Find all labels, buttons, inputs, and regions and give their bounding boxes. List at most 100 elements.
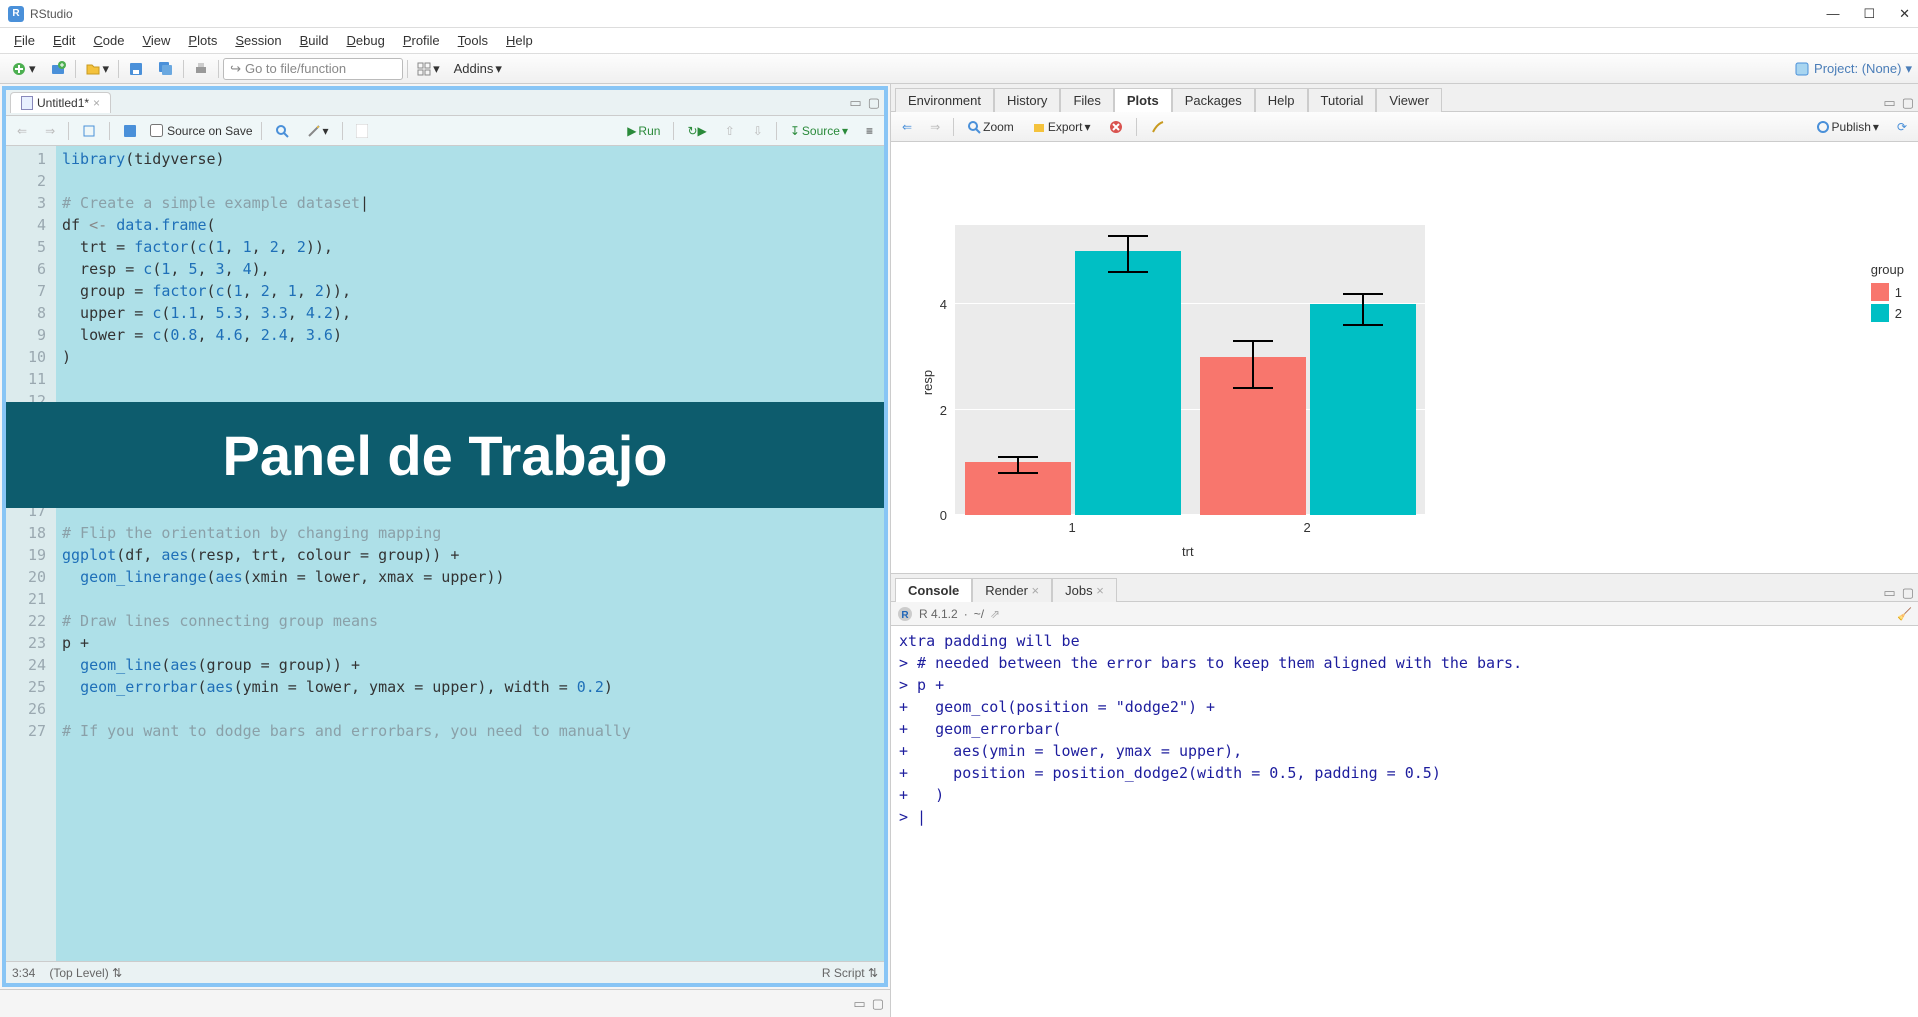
menu-edit[interactable]: Edit [45,31,83,50]
legend-item-1: 1 [1871,283,1904,301]
nav-fwd-button[interactable]: ⇒ [40,121,60,141]
document-icon [21,96,33,110]
pane-maximize-icon[interactable]: ▢ [1902,585,1914,601]
main-area: Panel de Trabajo Untitled1* × ▭ ▢ ⇐ ⇒ [0,84,1918,1017]
goto-file-function-input[interactable]: ↪ Go to file/function [223,58,403,80]
tab-tutorial[interactable]: Tutorial [1308,88,1377,112]
wand-button[interactable]: ▾ [302,121,334,141]
tab-packages[interactable]: Packages [1172,88,1255,112]
remove-plot-button[interactable] [1104,117,1128,137]
r-logo-icon: R [897,606,913,622]
tab-files[interactable]: Files [1060,88,1113,112]
source-button[interactable]: ↧ Source ▾ [785,121,853,141]
save-all-button[interactable] [153,58,179,80]
bar-trt1-group2 [1075,251,1181,515]
run-button[interactable]: ▶ Run [622,121,665,141]
maximize-icon[interactable]: ☐ [1863,6,1875,22]
rerun-button[interactable]: ↻▶ [682,121,711,141]
save-source-button[interactable] [118,121,142,141]
legend: group 12 [1871,262,1904,325]
clear-plots-button[interactable] [1145,117,1169,137]
tab-console[interactable]: Console [895,578,972,602]
new-file-button[interactable]: ▾ [6,58,41,80]
menu-tools[interactable]: Tools [450,31,496,50]
pane-collapse-icon[interactable]: ▭ [1883,585,1895,601]
pane-collapse-icon[interactable]: ▭ [849,95,861,111]
right-column: EnvironmentHistoryFilesPlotsPackagesHelp… [890,84,1918,1017]
close-tab-icon[interactable]: × [93,96,100,110]
console-output[interactable]: xtra padding will be > # needed between … [891,626,1918,1017]
plot-next-button[interactable]: ⇒ [925,117,945,137]
source-statusbar: 3:34 (Top Level) ⇅ R Script ⇅ [6,961,884,983]
report-button[interactable] [351,121,373,141]
menu-profile[interactable]: Profile [395,31,448,50]
pane-collapse-icon[interactable]: ▭ [1883,95,1895,111]
clear-console-icon[interactable]: 🧹 [1897,607,1912,621]
cursor-position: 3:34 [12,966,35,980]
zoom-button[interactable]: Zoom [962,117,1019,137]
tab-render[interactable]: Render × [972,578,1052,602]
svg-text:R: R [901,610,909,621]
left-column: Panel de Trabajo Untitled1* × ▭ ▢ ⇐ ⇒ [0,84,890,1017]
scope-selector[interactable]: (Top Level) ⇅ [49,966,122,980]
source-pane: Panel de Trabajo Untitled1* × ▭ ▢ ⇐ ⇒ [2,86,888,987]
right-bottom-tabs: ConsoleRender ×Jobs × ▭ ▢ [891,574,1918,602]
outline-button[interactable]: ≡ [861,121,878,141]
legend-item-2: 2 [1871,304,1904,322]
menu-plots[interactable]: Plots [180,31,225,50]
show-in-new-window-button[interactable] [77,121,101,141]
source-toolbar: ⇐ ⇒ Source on Save ▾ ▶ Run ↻▶ ⇧ ⇩ [6,116,884,146]
grid-button[interactable]: ▾ [412,58,445,80]
code-editor[interactable]: 1234567891011121314151617181920212223242… [6,146,884,961]
find-button[interactable] [270,121,294,141]
bar-trt2-group2 [1310,304,1416,515]
console-collapse-icon[interactable]: ▭ [853,996,865,1012]
menubar: FileEditCodeViewPlotsSessionBuildDebugPr… [0,28,1918,54]
menu-file[interactable]: File [6,31,43,50]
menu-help[interactable]: Help [498,31,541,50]
console-pane-collapsed: ▭ ▢ [0,989,890,1017]
menu-session[interactable]: Session [227,31,289,50]
addins-button[interactable]: Addins ▾ [449,58,507,80]
publish-button[interactable]: Publish ▾ [1811,117,1884,137]
wd-popout-icon[interactable]: ⇗ [990,607,1000,621]
menu-build[interactable]: Build [292,31,337,50]
code-content[interactable]: library(tidyverse) # Create a simple exa… [56,146,884,961]
pane-maximize-icon[interactable]: ▢ [868,95,880,111]
console-maximize-icon[interactable]: ▢ [872,996,884,1012]
console-info: R R 4.1.2 · ~/ ⇗ 🧹 [891,602,1918,626]
working-dir: ~/ [974,607,984,621]
project-label: Project: (None) [1814,61,1901,76]
plot-prev-button[interactable]: ⇐ [897,117,917,137]
nav-back-button[interactable]: ⇐ [12,121,32,141]
tab-jobs[interactable]: Jobs × [1052,578,1117,602]
menu-view[interactable]: View [134,31,178,50]
export-button[interactable]: Export ▾ [1027,117,1096,137]
tab-environment[interactable]: Environment [895,88,994,112]
pane-maximize-icon[interactable]: ▢ [1902,95,1914,111]
close-icon[interactable]: ✕ [1899,6,1910,22]
refresh-plot-button[interactable]: ⟳ [1892,117,1912,137]
source-tabs: Untitled1* × ▭ ▢ [6,90,884,116]
up-button[interactable]: ⇧ [720,121,740,141]
open-file-button[interactable]: ▾ [80,58,115,80]
source-tab-untitled1[interactable]: Untitled1* × [10,92,111,113]
print-button[interactable] [188,58,214,80]
menu-code[interactable]: Code [85,31,132,50]
down-button[interactable]: ⇩ [748,121,768,141]
project-selector[interactable]: Project: (None) ▾ [1794,61,1912,77]
titlebar: R RStudio — ☐ ✕ [0,0,1918,28]
tab-plots[interactable]: Plots [1114,88,1172,112]
source-on-save-checkbox[interactable]: Source on Save [150,124,252,138]
lang-selector[interactable]: R Script ⇅ [822,966,878,980]
main-toolbar: ▾ ▾ ↪ Go to file/function ▾ Addins ▾ Pro… [0,54,1918,84]
minimize-icon[interactable]: — [1826,6,1839,22]
menu-debug[interactable]: Debug [339,31,393,50]
tab-viewer[interactable]: Viewer [1376,88,1442,112]
save-button[interactable] [123,58,149,80]
console-pane: ConsoleRender ×Jobs × ▭ ▢ R R 4.1.2 · ~/ ⇗… [891,574,1918,1017]
tab-history[interactable]: History [994,88,1060,112]
new-project-button[interactable] [45,58,71,80]
tab-help[interactable]: Help [1255,88,1308,112]
line-gutter: 1234567891011121314151617181920212223242… [6,146,56,961]
